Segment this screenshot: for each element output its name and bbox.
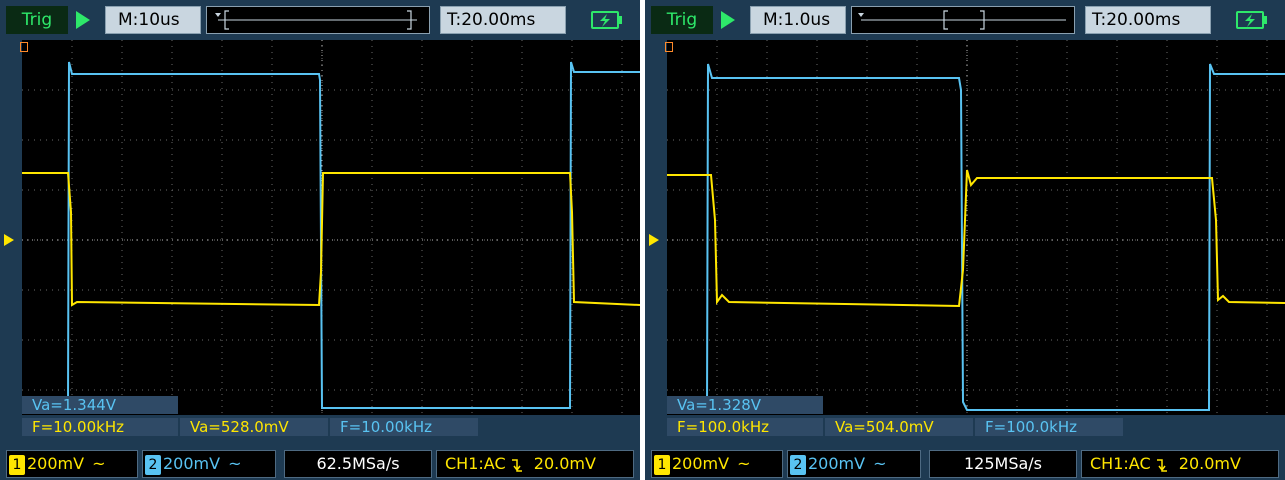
- play-icon[interactable]: [76, 11, 90, 29]
- ch1-trace: [667, 169, 1285, 308]
- ch2-amplitude-meas: Va=1.328V: [667, 396, 823, 414]
- trigger-time-readout[interactable]: T:20.00ms: [1085, 6, 1211, 34]
- memory-position-bar[interactable]: [851, 6, 1075, 34]
- sample-rate: 62.5MSa/s: [284, 450, 432, 478]
- trigger-settings-box[interactable]: CH1:AC 20.0mV: [436, 450, 634, 478]
- trigger-level: 20.0mV: [533, 454, 596, 473]
- memory-position-graphic: [858, 10, 1066, 30]
- ch2-trace: [667, 63, 1285, 411]
- trigger-time-readout[interactable]: T:20.00ms: [440, 6, 566, 34]
- status-footer: 1 200mV ~ 2 200mV ~ 125MSa/s CH1:AC 20.0mV: [645, 446, 1285, 480]
- run-status[interactable]: Trig: [651, 6, 713, 34]
- ch2-trace: [22, 61, 640, 409]
- grid-lines: [667, 40, 1285, 415]
- waveform-display[interactable]: [667, 40, 1285, 415]
- play-icon[interactable]: [721, 11, 735, 29]
- ch1-frequency-meas: F=100.0kHz: [667, 418, 823, 436]
- ch1-offset-marker[interactable]: [649, 234, 659, 246]
- ch1-badge: 1: [654, 454, 670, 475]
- ch2-scale: 200mV: [808, 454, 866, 473]
- trigger-source: CH1:AC: [1090, 454, 1151, 473]
- waveform-display[interactable]: [22, 40, 640, 415]
- waveform-plot: [22, 40, 640, 415]
- ch1-scale-box[interactable]: 1 200mV ~: [6, 450, 138, 478]
- center-axes: [22, 40, 640, 415]
- ch1-frequency-meas: F=10.00kHz: [22, 418, 178, 436]
- ch1-amplitude-meas: Va=504.0mV: [825, 418, 973, 436]
- ch2-frequency-meas: F=10.00kHz: [330, 418, 478, 436]
- battery-icon: [1231, 6, 1277, 34]
- trigger-level: 20.0mV: [1178, 454, 1241, 473]
- scope-screen-left: Trig M:10us T:20.00ms: [0, 0, 640, 480]
- falling-edge-icon: [1156, 458, 1167, 472]
- battery-icon: [586, 6, 632, 34]
- ch2-amplitude-meas: Va=1.344V: [22, 396, 178, 414]
- status-footer: 1 200mV ~ 2 200mV ~ 62.5MSa/s CH1:AC 20.0mV: [0, 446, 640, 480]
- waveform-plot: [667, 40, 1285, 415]
- ac-coupling-icon: ~: [228, 454, 242, 473]
- scope-screen-right: Trig M:1.0us T:20.00ms: [645, 0, 1285, 480]
- ch1-trace: [22, 172, 640, 307]
- falling-edge-icon: [511, 458, 522, 472]
- trigger-position-marker: [20, 42, 28, 52]
- ch2-scale-box[interactable]: 2 200mV ~: [787, 450, 921, 478]
- ch1-scale-box[interactable]: 1 200mV ~: [651, 450, 783, 478]
- ch1-scale: 200mV: [672, 454, 730, 473]
- ac-coupling-icon: ~: [92, 454, 106, 473]
- trigger-settings-box[interactable]: CH1:AC 20.0mV: [1081, 450, 1279, 478]
- ac-coupling-icon: ~: [737, 454, 751, 473]
- trigger-source: CH1:AC: [445, 454, 506, 473]
- memory-position-graphic: [215, 10, 417, 30]
- ch1-scale: 200mV: [27, 454, 85, 473]
- grid-lines: [22, 40, 640, 415]
- run-status[interactable]: Trig: [6, 6, 68, 34]
- ch1-badge: 1: [9, 454, 25, 475]
- ch2-scale: 200mV: [163, 454, 221, 473]
- ch1-offset-marker[interactable]: [4, 234, 14, 246]
- center-axes: [667, 40, 1285, 415]
- timebase-readout[interactable]: M:1.0us: [750, 6, 846, 34]
- ac-coupling-icon: ~: [873, 454, 887, 473]
- memory-position-bar[interactable]: [206, 6, 430, 34]
- trigger-position-marker: [665, 42, 673, 52]
- ch2-badge: 2: [145, 454, 161, 475]
- ch1-amplitude-meas: Va=528.0mV: [180, 418, 328, 436]
- ch2-badge: 2: [790, 454, 806, 475]
- sample-rate: 125MSa/s: [929, 450, 1077, 478]
- ch2-scale-box[interactable]: 2 200mV ~: [142, 450, 276, 478]
- timebase-readout[interactable]: M:10us: [105, 6, 201, 34]
- ch2-frequency-meas: F=100.0kHz: [975, 418, 1123, 436]
